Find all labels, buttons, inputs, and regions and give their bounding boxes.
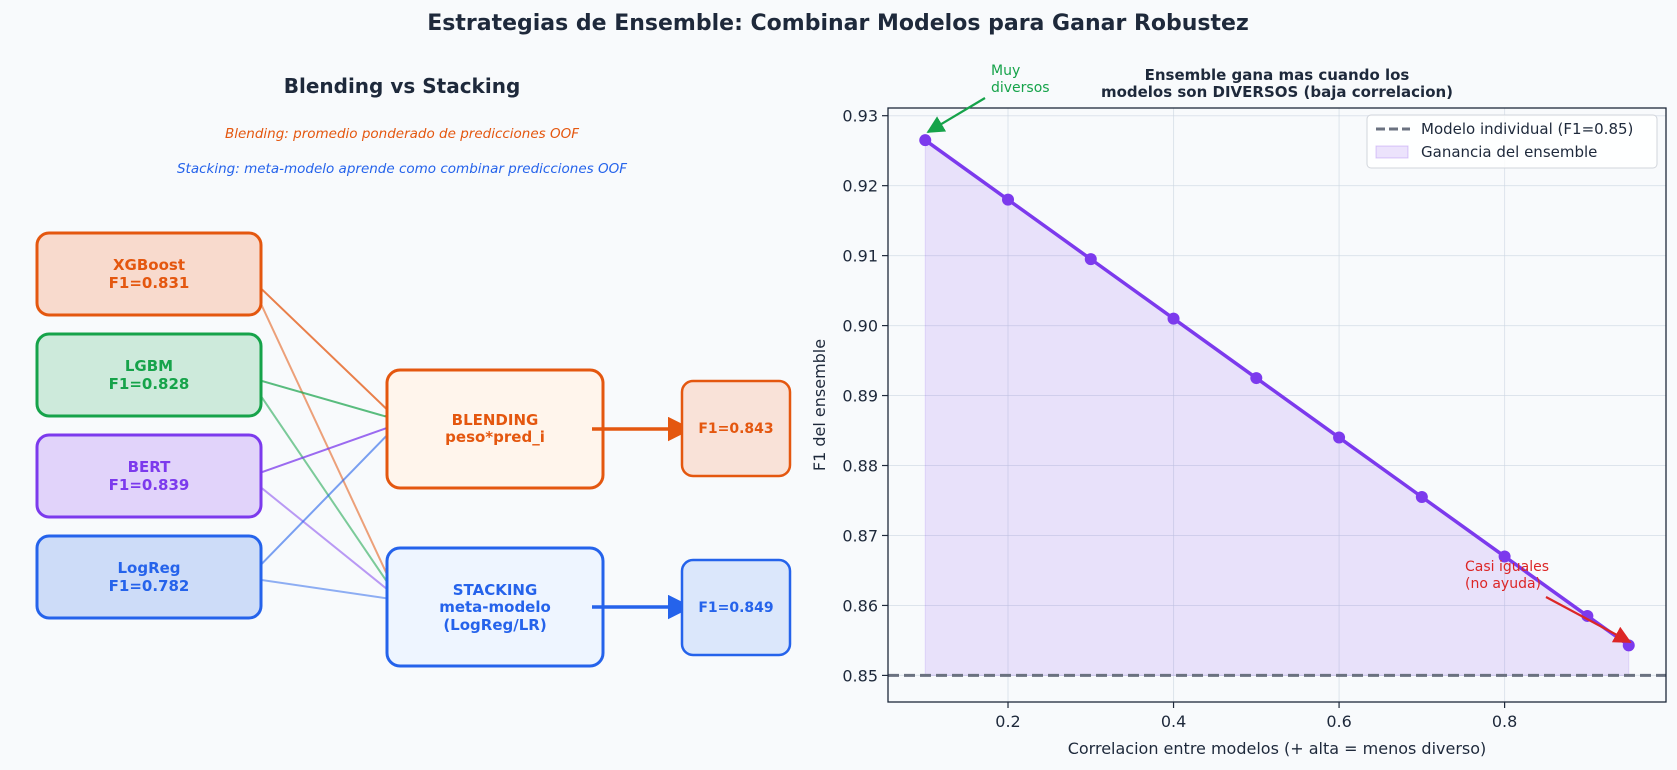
data-point [1333, 431, 1346, 444]
y-tick-label: 0.87 [842, 526, 878, 545]
annotation-diverse: Muy diversos [926, 63, 1050, 133]
stacking-subtitle: meta-modelo [439, 598, 551, 616]
annotation-diverse-line1: Muy [991, 63, 1020, 79]
y-tick-label: 0.90 [842, 317, 878, 336]
legend-fill-label: Ganancia del ensemble [1421, 143, 1597, 161]
connection-lgbm-blending [247, 376, 399, 421]
model-score: F1=0.782 [109, 577, 190, 595]
annotation-similar: Casi iguales (no ayuda) [1465, 559, 1632, 643]
annotation-diverse-arrow [926, 97, 986, 133]
chart-panel: Ensemble gana mas cuando los modelos son… [810, 63, 1667, 758]
data-point [1250, 372, 1263, 385]
stacking-result-box: F1=0.849 [680, 558, 792, 657]
connection-lgbm-stacking [247, 376, 399, 599]
figure-title: Estrategias de Ensemble: Combinar Modelo… [427, 11, 1249, 36]
x-tick-label: 0.4 [1161, 712, 1186, 731]
annotation-diverse-line2: diversos [991, 80, 1050, 96]
annotation-similar-arrow [1545, 596, 1632, 643]
model-score: F1=0.839 [109, 476, 190, 494]
chart-legend: Modelo individual (F1=0.85) Ganancia del… [1366, 114, 1658, 169]
model-name: LGBM [125, 357, 173, 375]
data-point [1084, 253, 1097, 266]
connection-bert-blending [247, 423, 399, 478]
y-tick-label: 0.89 [842, 387, 878, 406]
y-tick-label: 0.93 [842, 107, 878, 126]
y-tick-label: 0.85 [842, 666, 878, 685]
diagram-panel: Blending vs Stacking Blending: promedio … [35, 74, 792, 668]
legend-fill-swatch [1375, 145, 1409, 159]
stacking-model: (LogReg/LR) [443, 616, 546, 634]
data-point [1167, 312, 1180, 325]
plot-frame [887, 107, 1667, 703]
model-box-logreg: LogReg F1=0.782 [35, 534, 263, 620]
y-tick-label: 0.91 [842, 247, 878, 266]
ensemble-f1-line [924, 138, 1630, 647]
model-name: LogReg [117, 559, 180, 577]
diagram-title: Blending vs Stacking [284, 74, 521, 98]
y-axis-ticks: 0.85 0.86 0.87 0.88 0.89 0.90 0.91 0.92 0.93 [842, 107, 888, 685]
stacking-note: Stacking: meta-modelo aprende como combi… [177, 161, 627, 177]
y-axis-label: F1 del ensemble [810, 339, 829, 471]
model-box-lgbm: LGBM F1=0.828 [35, 332, 263, 418]
data-point [1498, 550, 1511, 563]
stacking-result: F1=0.849 [698, 600, 773, 616]
annotation-similar-line1: Casi iguales [1465, 559, 1549, 575]
data-point [1002, 193, 1015, 206]
model-name: BERT [128, 458, 172, 476]
connection-logreg-stacking [247, 577, 399, 601]
blending-box: BLENDING peso*pred_i [385, 368, 605, 490]
data-point [1415, 491, 1428, 504]
stacking-label: STACKING [453, 581, 538, 599]
x-tick-label: 0.2 [995, 712, 1020, 731]
legend-frame [1366, 114, 1658, 169]
series-points-layer [919, 134, 1635, 652]
model-box-xgboost: XGBoost F1=0.831 [35, 231, 263, 317]
connection-logreg-blending [247, 422, 399, 579]
chart-title-line2: modelos son DIVERSOS (baja correlacion) [1101, 83, 1453, 101]
chart-title-line1: Ensemble gana mas cuando los [1145, 66, 1410, 84]
blending-result-box: F1=0.843 [680, 379, 792, 478]
model-name: XGBoost [113, 256, 185, 274]
connection-xgboost-stacking [247, 275, 399, 599]
connection-xgboost-blending [247, 275, 400, 421]
gain-area-layer [924, 139, 1630, 676]
y-tick-label: 0.86 [842, 596, 878, 615]
model-box-bert: BERT F1=0.839 [35, 433, 263, 519]
blending-formula: peso*pred_i [445, 428, 545, 446]
model-score: F1=0.831 [109, 274, 190, 292]
blending-result: F1=0.843 [698, 421, 773, 437]
blending-note: Blending: promedio ponderado de predicci… [225, 126, 579, 142]
model-connections [247, 275, 400, 601]
data-point [1581, 609, 1594, 622]
series-line-layer [924, 138, 1630, 647]
x-axis-label: Correlacion entre modelos (+ alta = meno… [1068, 739, 1487, 758]
x-axis-ticks: 0.2 0.4 0.6 0.8 [995, 702, 1517, 731]
y-tick-label: 0.92 [842, 177, 878, 196]
data-point [919, 134, 932, 147]
annotation-similar-line2: (no ayuda) [1465, 576, 1541, 592]
stacking-box: STACKING meta-modelo (LogReg/LR) [385, 546, 605, 668]
x-tick-label: 0.6 [1326, 712, 1351, 731]
model-score: F1=0.828 [109, 375, 190, 393]
y-tick-label: 0.88 [842, 457, 878, 476]
connection-bert-stacking [247, 476, 399, 599]
ensemble-gain-area [924, 139, 1630, 676]
x-tick-label: 0.8 [1492, 712, 1517, 731]
blending-label: BLENDING [452, 411, 539, 429]
legend-baseline-label: Modelo individual (F1=0.85) [1421, 120, 1633, 138]
